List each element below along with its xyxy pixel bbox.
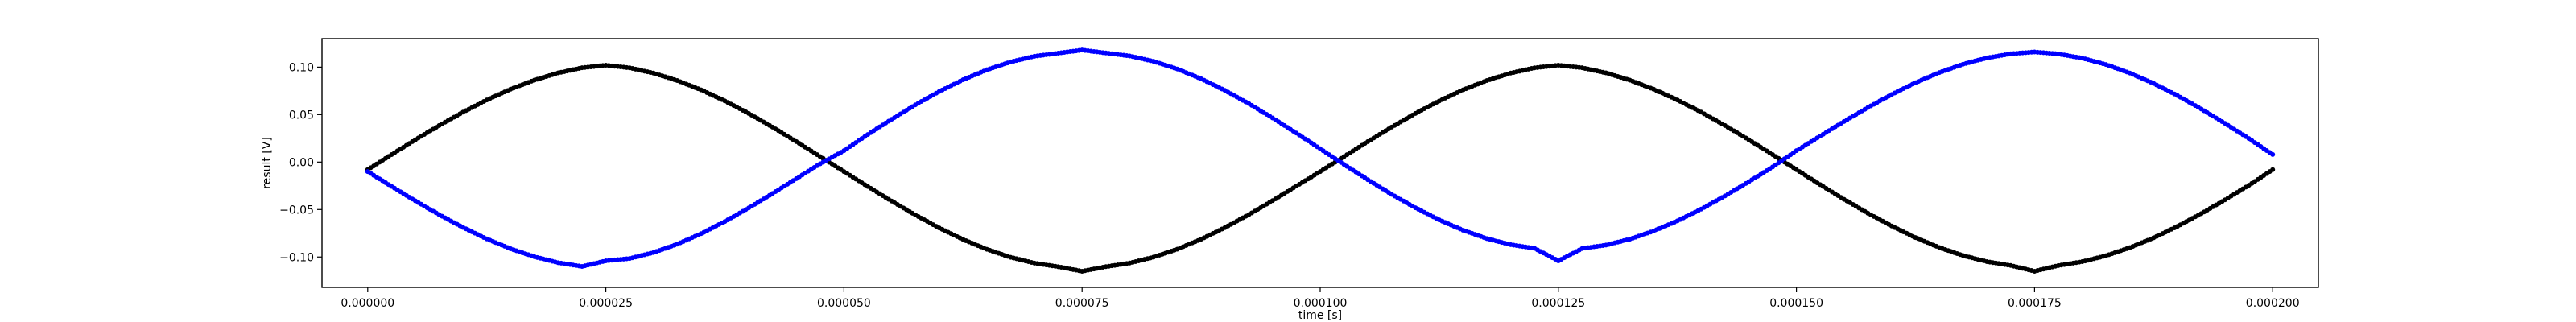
- x-tick-label: 0.000100: [1294, 297, 1348, 310]
- x-tick-label: 0.000025: [579, 297, 633, 310]
- plot-area: [365, 47, 2276, 274]
- data-point: [2270, 167, 2276, 172]
- y-tick-label: −0.10: [279, 251, 314, 264]
- y-axis-label: result [V]: [261, 137, 274, 189]
- plot-frame: [321, 38, 2319, 288]
- y-axis: −0.10 −0.05 0.00 0.05 0.10: [279, 61, 322, 264]
- y-tick-label: 0.10: [289, 61, 314, 74]
- x-tick-label: 0.000200: [2246, 297, 2300, 310]
- x-tick-label: 0.000050: [817, 297, 871, 310]
- x-tick-label: 0.000150: [1769, 297, 1823, 310]
- x-axis-label: time [s]: [1298, 309, 1342, 322]
- x-tick-label: 0.000075: [1055, 297, 1109, 310]
- y-tick-label: 0.00: [289, 156, 314, 169]
- series-1: [365, 63, 2276, 274]
- y-tick-label: −0.05: [279, 204, 314, 217]
- y-tick-label: 0.05: [289, 109, 314, 122]
- series-2: [365, 47, 2276, 270]
- x-tick-label: 0.000125: [1531, 297, 1585, 310]
- x-axis: 0.000000 0.000025 0.000050 0.000075 0.000100…: [341, 287, 2300, 310]
- x-tick-label: 0.000000: [341, 297, 394, 310]
- x-tick-label: 0.000175: [2008, 297, 2062, 310]
- data-point: [2270, 151, 2276, 157]
